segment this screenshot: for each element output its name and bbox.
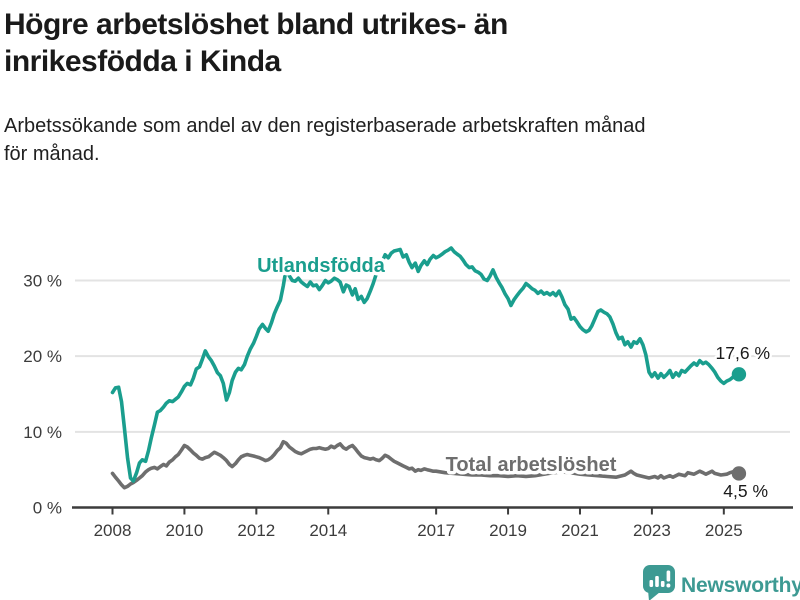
x-tick-label: 2008 (94, 521, 132, 540)
end-value-label-utlandsfodda: 17,6 % (716, 343, 770, 363)
newsworthy-logo: Newsworthy (643, 565, 800, 600)
series-line-total (110, 439, 741, 490)
x-tick-label: 2021 (561, 521, 599, 540)
series-end-dot (731, 466, 747, 481)
x-tick-label: 2014 (309, 521, 347, 540)
title-line-2: inrikesfödda i Kinda (4, 45, 281, 78)
x-tick-label: 2023 (633, 521, 671, 540)
chart-labels-layer: Utlandsfödda Total arbetslöshet 17,6 % 4… (254, 252, 800, 600)
x-tick-label: 2012 (237, 521, 275, 540)
x-tick-label: 2019 (489, 521, 527, 540)
chart-generated-layer: 2008 2010 2012 2014 2017 2019 2021 2023 2025 0 % 1… (23, 246, 793, 540)
chart-subtitle: Arbetssökande som andel av den registerb… (4, 112, 774, 168)
y-tick-label: 10 % (23, 423, 62, 442)
x-tick-label: 2010 (166, 521, 204, 540)
series-label-total-arbetsloshet: Total arbetslöshet (446, 454, 617, 476)
y-tick-label: 20 % (23, 347, 62, 366)
end-value-label-total: 4,5 % (723, 481, 768, 501)
newsworthy-brand-text: Newsworthy (681, 574, 800, 597)
series-line-utlandsfödda (110, 246, 741, 483)
y-tick-label: 30 % (23, 271, 62, 290)
page-title: Högre arbetslöshet bland utrikes- än inr… (4, 6, 724, 80)
x-tick-label: 2017 (417, 521, 455, 540)
subtitle-line-1: Arbetssökande som andel av den registerb… (4, 115, 646, 137)
y-tick-label: 0 % (33, 499, 62, 518)
series-end-dot (731, 367, 747, 382)
series-label-utlandsfodda: Utlandsfödda (257, 255, 386, 277)
x-tick-label: 2025 (705, 521, 743, 540)
newsworthy-bubble-chart-icon (643, 565, 675, 600)
subtitle-line-2: för månad. (4, 143, 100, 165)
title-line-1: Högre arbetslöshet bland utrikes- än (4, 8, 508, 41)
